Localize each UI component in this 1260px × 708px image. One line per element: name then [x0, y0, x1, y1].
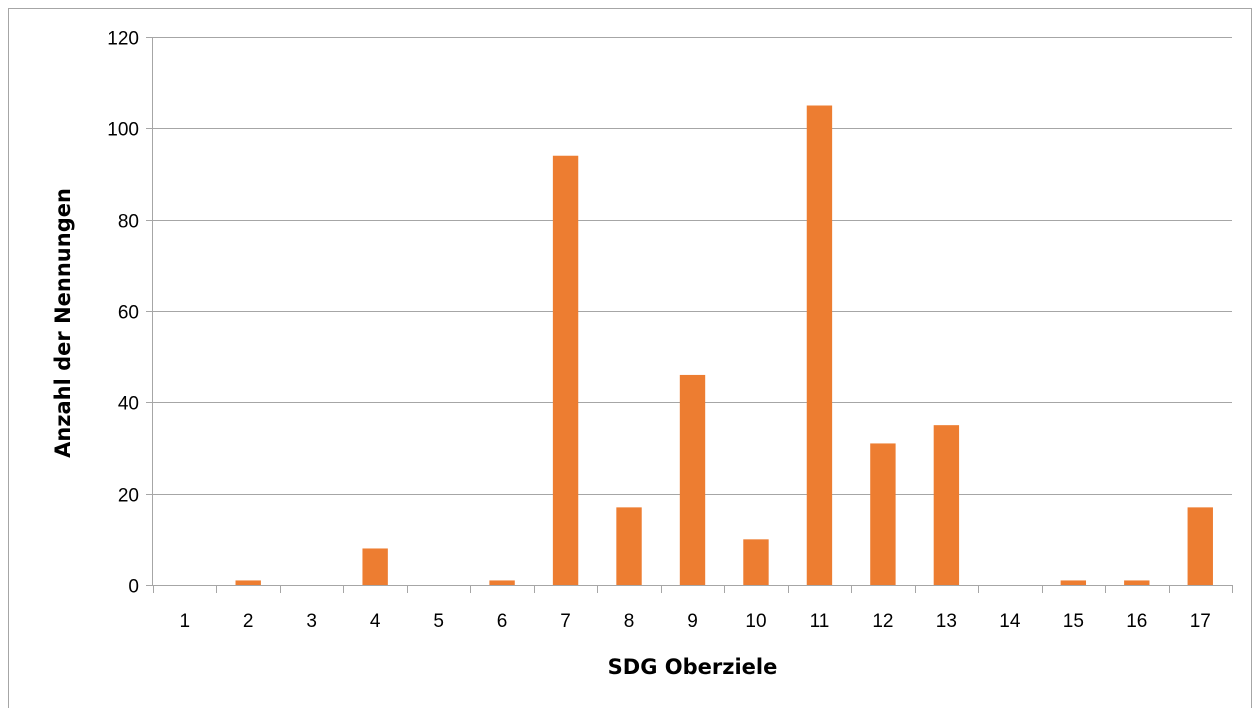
x-tick-label: 3 [306, 611, 317, 632]
bar-16 [1124, 580, 1150, 585]
chart-area [8, 8, 1252, 708]
bars [235, 105, 1213, 585]
bar-10 [743, 539, 769, 585]
bar-7 [552, 155, 579, 585]
y-tick-label: 40 [118, 394, 139, 415]
x-tick-labels: 1 2 3 4 5 6 7 8 9 10 11 12 13 14 15 16 17 [179, 611, 1210, 632]
y-axis-title: Anzahl der Nennungen [51, 188, 75, 458]
bar-2 [235, 580, 261, 585]
y-tick-label: 0 [128, 577, 139, 598]
bar-6 [489, 580, 515, 585]
y-tick-label: 120 [107, 29, 139, 50]
y-tick-label: 20 [118, 486, 139, 507]
x-tick-label: 8 [624, 611, 635, 632]
x-tick-label: 11 [810, 611, 830, 632]
x-tick-label: 15 [1063, 611, 1084, 632]
x-tick-label: 13 [936, 611, 957, 632]
y-tick-label: 60 [118, 303, 139, 324]
y-tick-labels: 0 20 40 60 80 100 120 [107, 29, 139, 598]
y-tick-label: 80 [118, 212, 139, 233]
bar-4 [362, 548, 388, 585]
x-tick-label: 6 [497, 611, 508, 632]
bar-9 [679, 374, 706, 585]
axes [146, 37, 1233, 593]
x-axis-title: SDG Oberziele [608, 655, 778, 679]
x-tick-label: 7 [560, 611, 571, 632]
x-tick-label: 5 [433, 611, 444, 632]
bar-8 [616, 507, 642, 585]
x-tick-label: 1 [179, 611, 190, 632]
x-tick-label: 17 [1190, 611, 1211, 632]
bar-12 [870, 443, 896, 585]
x-tick-label: 12 [872, 611, 893, 632]
bar-11 [806, 105, 833, 585]
bar-15 [1060, 580, 1087, 585]
x-tick-label: 9 [687, 611, 698, 632]
x-tick-label: 14 [999, 611, 1021, 632]
x-tick-label: 16 [1126, 611, 1147, 632]
x-tick-label: 2 [243, 611, 254, 632]
y-tick-label: 100 [107, 120, 139, 141]
bar-17 [1187, 507, 1213, 585]
x-tick-label: 10 [745, 611, 766, 632]
bar-13 [933, 425, 960, 585]
x-tick-label: 4 [370, 611, 381, 632]
